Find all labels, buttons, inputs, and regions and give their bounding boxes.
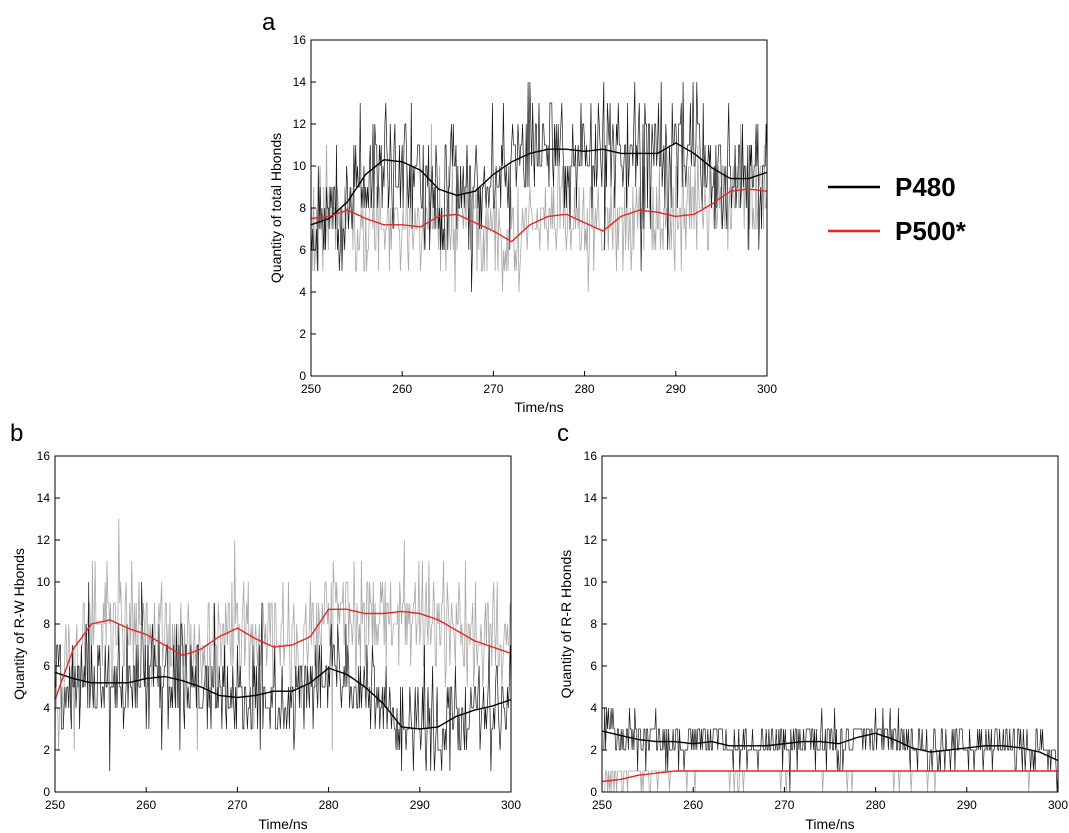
panel-b-ytick-label: 12 xyxy=(37,533,51,547)
panel-c-xlabel: Time/ns xyxy=(805,816,854,832)
panel-a-letter: a xyxy=(262,9,276,36)
panel-b-chart: b 250 260 270 280 290 300 0 2 4 6 8 10 12 14 16 Time/n… xyxy=(10,420,521,832)
panel-a-ylabel: Quantity of total Hbonds xyxy=(268,133,284,283)
panel-b-xtick-label: 290 xyxy=(410,798,430,812)
panel-b-ytick-label: 4 xyxy=(43,701,50,715)
panel-a-ytick-label: 4 xyxy=(299,285,306,299)
panel-b-letter: b xyxy=(10,420,23,447)
panel-a-xlabel: Time/ns xyxy=(514,399,563,415)
panel-c-ytick-label: 12 xyxy=(584,533,598,547)
legend-label-p480: P480 xyxy=(895,172,956,202)
panel-a-xtick-label: 270 xyxy=(483,382,503,396)
panel-c-raw-p480 xyxy=(602,707,1059,793)
panel-b-smoothed-p480 xyxy=(54,667,512,730)
panel-c-ytick-label: 4 xyxy=(590,701,597,715)
panel-b-xlabel: Time/ns xyxy=(258,816,307,832)
panel-a-raw-p500 xyxy=(311,123,768,293)
panel-b-ytick-label: 0 xyxy=(43,785,50,799)
panel-b-ytick-label: 14 xyxy=(37,491,51,505)
panel-a-ytick-label: 8 xyxy=(299,201,306,215)
panel-b-xtick-label: 250 xyxy=(45,798,65,812)
panel-b-smoothed-p500 xyxy=(54,608,512,700)
panel-c-ytick-label: 2 xyxy=(590,743,597,757)
panel-c-ylabel: Quantity of R-R Hbonds xyxy=(558,550,574,699)
panel-c-xtick-label: 280 xyxy=(866,798,886,812)
panel-c-xtick-label: 300 xyxy=(1048,798,1068,812)
panel-a-smoothed-p500 xyxy=(310,188,768,243)
panel-b-xtick-label: 270 xyxy=(227,798,247,812)
legend-label-p500: P500* xyxy=(895,216,967,246)
panel-a-xtick-label: 260 xyxy=(392,382,412,396)
panel-a-raw-p480 xyxy=(310,81,768,293)
panel-a-ytick-label: 14 xyxy=(293,75,307,89)
panel-a-xtick-label: 280 xyxy=(575,382,595,396)
panel-c-xtick-label: 260 xyxy=(683,798,703,812)
panel-c-letter: c xyxy=(557,420,569,447)
panel-c-ytick-label: 6 xyxy=(590,659,597,673)
panel-b-ytick-label: 6 xyxy=(43,659,50,673)
panel-c-smoothed-p500 xyxy=(601,770,1058,783)
legend: P480 P500* xyxy=(828,172,967,246)
panel-c-ytick-label: 16 xyxy=(584,449,598,463)
panel-a-ytick-label: 16 xyxy=(293,33,307,47)
panel-a-xtick-label: 300 xyxy=(757,382,777,396)
panel-b-xtick-label: 300 xyxy=(501,798,521,812)
panel-a-xtick-label: 290 xyxy=(666,382,686,396)
panel-b-ytick-label: 10 xyxy=(37,575,51,589)
panel-b-ylabel: Quantity of R-W Hbonds xyxy=(11,548,27,700)
panel-c-ytick-label: 14 xyxy=(584,491,598,505)
panel-c-chart: c 250 260 270 280 290 300 0 2 4 6 8 10 12 14 16 Time/n… xyxy=(557,420,1068,832)
panel-c-ytick-label: 10 xyxy=(584,575,598,589)
panel-c-xtick-label: 290 xyxy=(957,798,977,812)
panel-c-smoothed-p480 xyxy=(601,730,1059,762)
panel-a-chart: a 250 260 270 280 290 300 0 2 4 6 8 10 12 14 16 Time/n… xyxy=(262,9,777,415)
panel-c-raw-p500 xyxy=(602,770,1058,793)
panel-a-ytick-label: 10 xyxy=(293,159,307,173)
panel-b-ytick-label: 2 xyxy=(43,743,50,757)
panel-a-ytick-label: 0 xyxy=(299,369,306,383)
panel-a-smoothed-p480 xyxy=(310,142,768,226)
panel-a-ytick-label: 12 xyxy=(293,117,307,131)
panel-b-xtick-label: 280 xyxy=(319,798,339,812)
panel-a-ytick-label: 6 xyxy=(299,243,306,257)
panel-b-ytick-label: 8 xyxy=(43,617,50,631)
panel-c-xtick-label: 270 xyxy=(774,798,794,812)
panel-a-ytick-label: 2 xyxy=(299,327,306,341)
panel-c-ytick-label: 8 xyxy=(590,617,597,631)
panel-b-raw-p480 xyxy=(55,581,512,772)
panel-c-xtick-label: 250 xyxy=(592,798,612,812)
panel-a-xtick-label: 250 xyxy=(301,382,321,396)
panel-b-raw-p500 xyxy=(54,518,512,751)
panel-b-ytick-label: 16 xyxy=(37,449,51,463)
panel-c-ytick-label: 0 xyxy=(590,785,597,799)
panel-b-xtick-label: 260 xyxy=(136,798,156,812)
